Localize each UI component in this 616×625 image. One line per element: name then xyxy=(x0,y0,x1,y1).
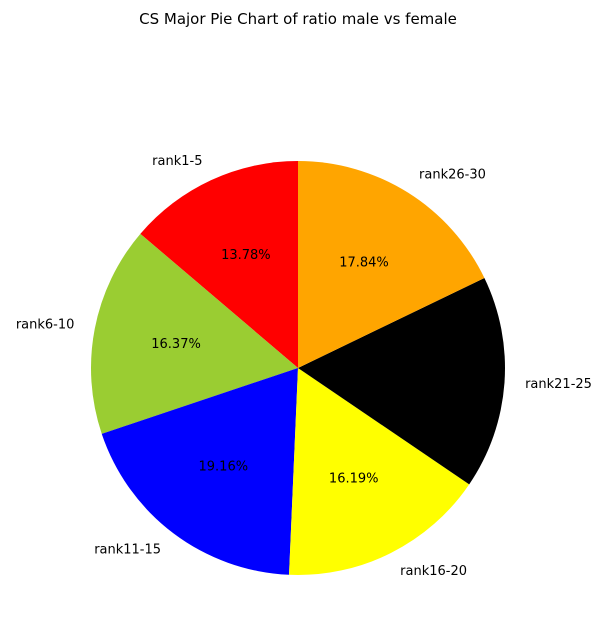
slice-labels: rank1-5 rank6-10 rank11-15 rank16-20 rank21-… xyxy=(16,154,592,579)
slice-label-rank11-15: rank11-15 xyxy=(94,542,161,557)
percent-labels: 13.78% 16.37% 19.16% 16.19% 17.84% xyxy=(151,248,389,487)
percent-label-rank26-30: 17.84% xyxy=(339,255,389,270)
pie-slice-rank21-25 xyxy=(298,277,506,485)
percent-label-rank16-20: 16.19% xyxy=(329,471,379,486)
pie-slices xyxy=(91,161,506,575)
pie-slice-rank16-20 xyxy=(289,368,470,575)
pie-slice-rank26-30 xyxy=(298,161,485,368)
slice-label-rank1-5: rank1-5 xyxy=(152,154,202,169)
pie-slice-rank1-5 xyxy=(140,161,298,368)
pie-slice-rank11-15 xyxy=(101,368,298,575)
slice-label-rank21-25: rank21-25 xyxy=(525,377,592,392)
chart-title: CS Major Pie Chart of ratio male vs fema… xyxy=(139,10,457,28)
slice-label-rank16-20: rank16-20 xyxy=(400,564,467,579)
percent-label-rank6-10: 16.37% xyxy=(151,337,201,352)
pie-slice-rank6-10 xyxy=(91,233,298,434)
percent-label-rank1-5: 13.78% xyxy=(221,248,271,263)
slice-label-rank6-10: rank6-10 xyxy=(16,317,75,332)
slice-label-rank26-30: rank26-30 xyxy=(419,168,486,183)
percent-label-rank11-15: 19.16% xyxy=(199,460,249,475)
